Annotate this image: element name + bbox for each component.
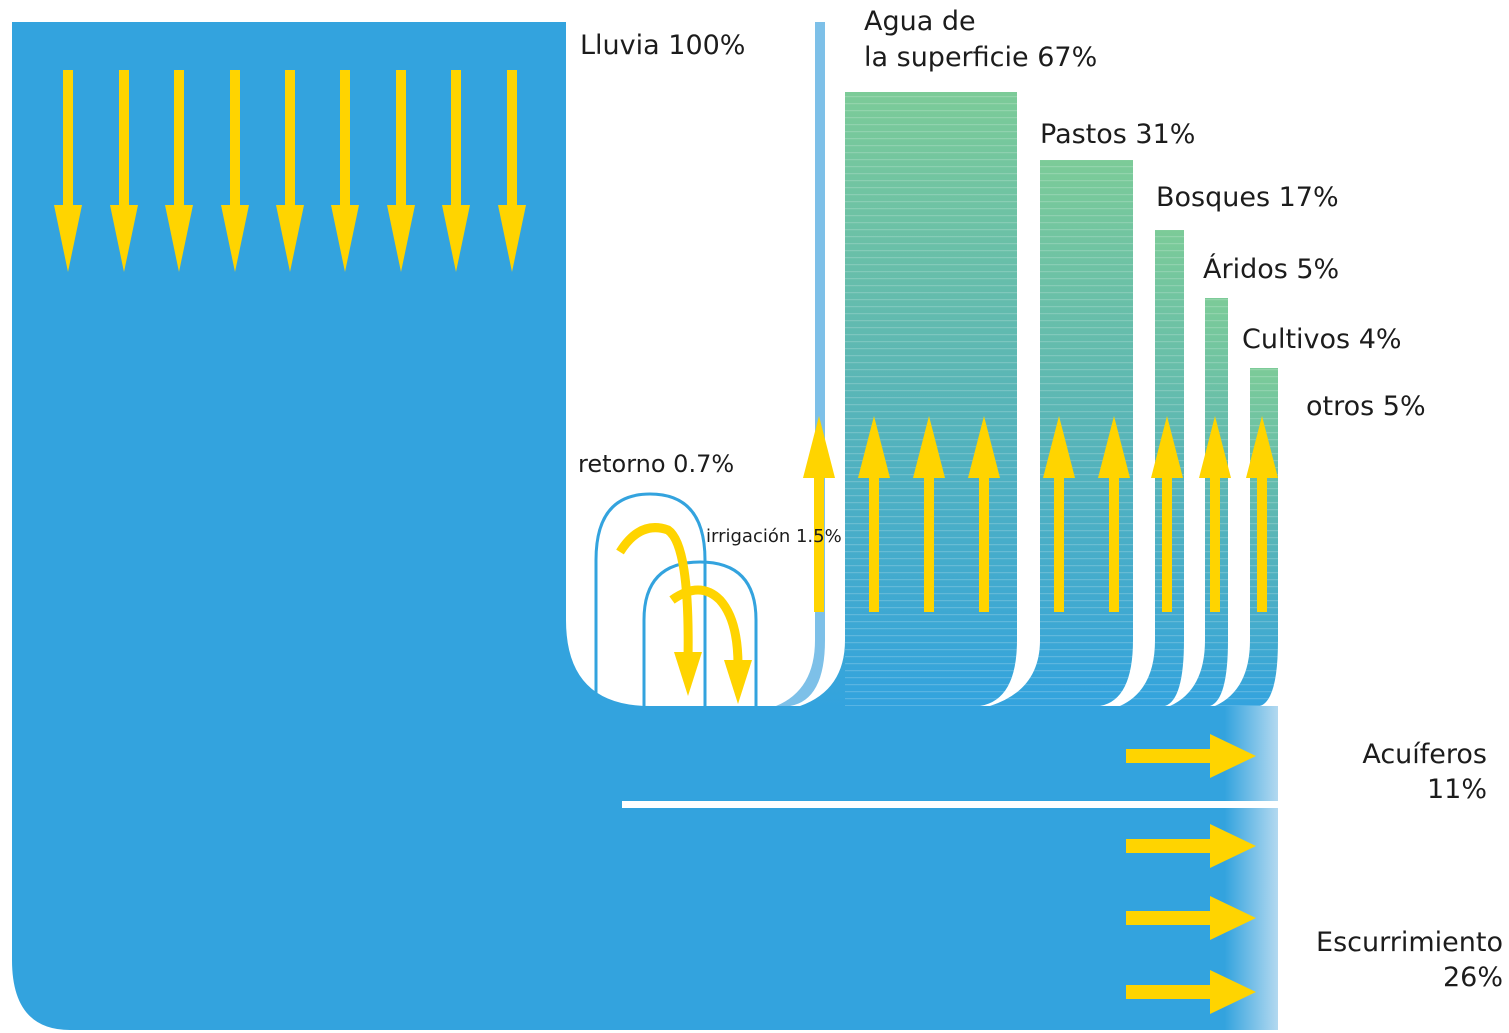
right-arrow-1 <box>1126 734 1256 778</box>
right-arrow-2 <box>1126 824 1256 868</box>
up-arrow-6 <box>1098 416 1130 612</box>
label-runoff-line2: 26% <box>1443 962 1503 993</box>
outflow-arrows <box>1126 734 1256 1014</box>
evaporation-arrows <box>803 416 1278 612</box>
label-surface-line2: la superficie 67% <box>864 42 1097 73</box>
up-arrow-1 <box>803 416 835 612</box>
up-arrow-5 <box>1043 416 1075 612</box>
up-arrow-8 <box>1199 416 1231 612</box>
rain-arrow-4 <box>221 70 249 272</box>
rain-flow-block <box>12 22 1278 1030</box>
rain-arrow-6 <box>331 70 359 272</box>
up-arrow-2 <box>858 416 890 612</box>
irrigation-arrowhead <box>724 660 752 704</box>
return-curved-arrow <box>616 523 693 661</box>
label-arid: Áridos 5% <box>1203 253 1339 285</box>
rain-arrow-9 <box>498 70 526 272</box>
surface-thin-stream <box>776 22 825 706</box>
label-others: otros 5% <box>1306 391 1426 422</box>
label-crops: Cultivos 4% <box>1242 324 1402 355</box>
up-arrow-9 <box>1246 416 1278 612</box>
rain-arrow-5 <box>276 70 304 272</box>
label-forests: Bosques 17% <box>1156 182 1339 213</box>
right-arrow-4 <box>1126 970 1256 1014</box>
up-arrow-7 <box>1151 416 1183 612</box>
irrigation-curved-arrow <box>669 585 743 666</box>
aquifer-runoff-divider <box>622 801 1278 808</box>
label-rain: Lluvia 100% <box>580 30 745 61</box>
rain-arrows <box>54 70 526 272</box>
right-arrow-3 <box>1126 896 1256 940</box>
rain-arrow-7 <box>387 70 415 272</box>
label-irrigation: irrigación 1.5% <box>706 526 842 547</box>
up-arrow-4 <box>968 416 1000 612</box>
rain-arrow-8 <box>442 70 470 272</box>
rain-arrow-3 <box>165 70 193 272</box>
label-pastures: Pastos 31% <box>1040 119 1195 150</box>
up-arrow-3 <box>913 416 945 612</box>
label-runoff-line1: Escurrimiento <box>1316 927 1503 958</box>
irrigation-loop <box>642 560 758 728</box>
label-return: retorno 0.7% <box>578 450 734 478</box>
return-arrowhead <box>674 652 702 696</box>
rain-arrow-1 <box>54 70 82 272</box>
label-surface-line1: Agua de <box>864 6 976 37</box>
rain-arrow-2 <box>110 70 138 272</box>
label-aquifers-line1: Acuíferos <box>1362 739 1487 770</box>
label-aquifers-line2: 11% <box>1427 774 1487 805</box>
return-loop <box>594 492 707 728</box>
